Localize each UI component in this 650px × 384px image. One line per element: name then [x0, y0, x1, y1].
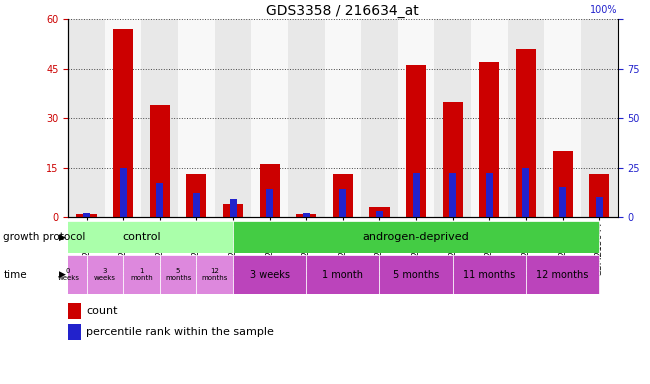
Text: androgen-deprived: androgen-deprived: [363, 232, 469, 242]
Bar: [156, 183, 163, 217]
Text: 3
weeks: 3 weeks: [94, 268, 116, 281]
Bar: [523, 167, 530, 217]
Bar: [193, 193, 200, 217]
Text: growth protocol: growth protocol: [3, 232, 86, 242]
Bar: [196, 255, 233, 294]
Bar: [142, 19, 178, 217]
Bar: [544, 19, 581, 217]
Bar: [406, 65, 426, 217]
Text: time: time: [3, 270, 27, 280]
Bar: [120, 167, 127, 217]
Bar: [324, 19, 361, 217]
Bar: [581, 19, 618, 217]
Bar: [443, 102, 463, 217]
Bar: [306, 255, 380, 294]
Bar: [434, 19, 471, 217]
Bar: [339, 189, 346, 217]
Bar: [471, 19, 508, 217]
Text: 0
weeks: 0 weeks: [57, 268, 79, 281]
Bar: [105, 19, 142, 217]
Bar: [288, 19, 324, 217]
Bar: [266, 189, 273, 217]
Bar: [259, 164, 280, 217]
Bar: [296, 214, 317, 217]
Bar: [508, 19, 544, 217]
Text: 5
months: 5 months: [165, 268, 191, 281]
Bar: [187, 174, 207, 217]
Bar: [150, 105, 170, 217]
Bar: [333, 174, 353, 217]
Bar: [86, 255, 124, 294]
Bar: [229, 199, 237, 217]
Text: 11 months: 11 months: [463, 270, 515, 280]
Bar: [516, 49, 536, 217]
Bar: [77, 214, 97, 217]
Text: 3 weeks: 3 weeks: [250, 270, 290, 280]
Text: percentile rank within the sample: percentile rank within the sample: [86, 327, 274, 337]
Text: ▶: ▶: [59, 270, 66, 279]
Bar: [552, 151, 573, 217]
Text: 12
months: 12 months: [202, 268, 228, 281]
Bar: [449, 174, 456, 217]
Bar: [83, 213, 90, 217]
Bar: [526, 255, 599, 294]
Bar: [223, 204, 243, 217]
Bar: [50, 255, 86, 294]
Bar: [160, 255, 196, 294]
Bar: [479, 62, 499, 217]
Bar: [559, 187, 566, 217]
Bar: [50, 221, 233, 253]
Bar: [124, 255, 160, 294]
Text: 5 months: 5 months: [393, 270, 439, 280]
Bar: [68, 303, 81, 319]
Bar: [113, 29, 133, 217]
Text: 1 month: 1 month: [322, 270, 363, 280]
Bar: [595, 197, 603, 217]
Bar: [233, 255, 306, 294]
Bar: [68, 324, 81, 340]
Bar: [413, 174, 420, 217]
Bar: [376, 211, 383, 217]
Text: 100%: 100%: [590, 5, 618, 15]
Bar: [178, 19, 215, 217]
Bar: [303, 213, 310, 217]
Bar: [452, 255, 526, 294]
Text: count: count: [86, 306, 118, 316]
Bar: [361, 19, 398, 217]
Text: 1
month: 1 month: [130, 268, 153, 281]
Bar: [214, 19, 252, 217]
Title: GDS3358 / 216634_at: GDS3358 / 216634_at: [266, 4, 419, 18]
Bar: [486, 174, 493, 217]
Bar: [68, 19, 105, 217]
Text: 12 months: 12 months: [536, 270, 589, 280]
Bar: [252, 19, 288, 217]
Bar: [369, 207, 389, 217]
Bar: [589, 174, 609, 217]
Bar: [398, 19, 434, 217]
Text: control: control: [122, 232, 161, 242]
Bar: [233, 221, 599, 253]
Bar: [380, 255, 452, 294]
Text: ▶: ▶: [59, 233, 66, 242]
